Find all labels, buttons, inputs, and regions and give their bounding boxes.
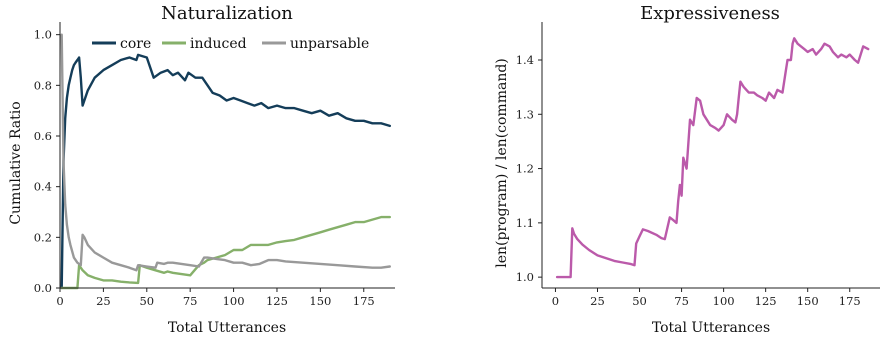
expressiveness-ytick-label: 1.2 bbox=[516, 162, 534, 176]
naturalization-ytick-label: 0.6 bbox=[34, 129, 52, 143]
expressiveness-xtick-label: 50 bbox=[632, 294, 647, 308]
expressiveness-ytick-label: 1.1 bbox=[516, 216, 534, 230]
expressiveness-ylabel: len(program) / len(command) bbox=[494, 58, 510, 268]
naturalization-legend: core induced unparsable bbox=[92, 36, 369, 52]
legend-label-core: core bbox=[120, 36, 151, 52]
naturalization-ytick-label: 0.0 bbox=[34, 281, 52, 295]
expressiveness-chart: Expressiveness Total Utterances len(prog… bbox=[494, 3, 880, 336]
naturalization-xtick-label: 150 bbox=[309, 294, 331, 308]
naturalization-ytick-label: 0.8 bbox=[34, 78, 52, 92]
expressiveness-ticks: 0 25 50 75 100 125 150 175 1.0 1.1 1.2 1.3 1.4 bbox=[516, 53, 861, 308]
naturalization-ytick-label: 0.2 bbox=[34, 230, 52, 244]
expressiveness-xtick-label: 150 bbox=[797, 294, 819, 308]
expressiveness-ytick-label: 1.0 bbox=[516, 270, 534, 284]
naturalization-xtick-label: 0 bbox=[56, 294, 63, 308]
naturalization-ticks: 0 25 50 75 100 125 150 175 0.0 0.2 0.4 0.6 0.8 1.0 bbox=[34, 28, 375, 308]
expressiveness-title: Expressiveness bbox=[640, 3, 780, 24]
naturalization-xlabel: Total Utterances bbox=[168, 320, 286, 336]
naturalization-xtick-label: 175 bbox=[353, 294, 375, 308]
naturalization-xtick-label: 75 bbox=[183, 294, 198, 308]
expressiveness-xtick-label: 0 bbox=[552, 294, 559, 308]
naturalization-line-core bbox=[60, 53, 391, 290]
naturalization-ytick-label: 1.0 bbox=[34, 28, 52, 42]
expressiveness-xtick-label: 175 bbox=[839, 294, 861, 308]
naturalization-xtick-label: 50 bbox=[139, 294, 154, 308]
expressiveness-line-series-0 bbox=[555, 37, 870, 279]
expressiveness-xtick-label: 25 bbox=[590, 294, 605, 308]
naturalization-ylabel: Cumulative Ratio bbox=[8, 101, 24, 224]
expressiveness-xtick-label: 75 bbox=[674, 294, 689, 308]
expressiveness-ytick-label: 1.4 bbox=[516, 53, 534, 67]
expressiveness-xlabel: Total Utterances bbox=[652, 320, 770, 336]
naturalization-xtick-label: 100 bbox=[223, 294, 245, 308]
expressiveness-xtick-label: 125 bbox=[755, 294, 777, 308]
naturalization-title: Naturalization bbox=[161, 3, 293, 24]
naturalization-xtick-label: 25 bbox=[96, 294, 111, 308]
legend-label-induced: induced bbox=[190, 36, 247, 52]
naturalization-line-unparsable bbox=[60, 33, 391, 272]
naturalization-lines bbox=[60, 33, 391, 290]
naturalization-ytick-label: 0.4 bbox=[34, 180, 52, 194]
expressiveness-lines bbox=[555, 37, 870, 279]
expressiveness-xtick-label: 100 bbox=[713, 294, 735, 308]
legend-label-unparsable: unparsable bbox=[290, 36, 369, 52]
expressiveness-ytick-label: 1.3 bbox=[516, 107, 534, 121]
naturalization-chart: Naturalization Total Utterances Cumulati… bbox=[8, 3, 395, 336]
naturalization-line-induced bbox=[60, 215, 391, 290]
naturalization-xtick-label: 125 bbox=[266, 294, 288, 308]
